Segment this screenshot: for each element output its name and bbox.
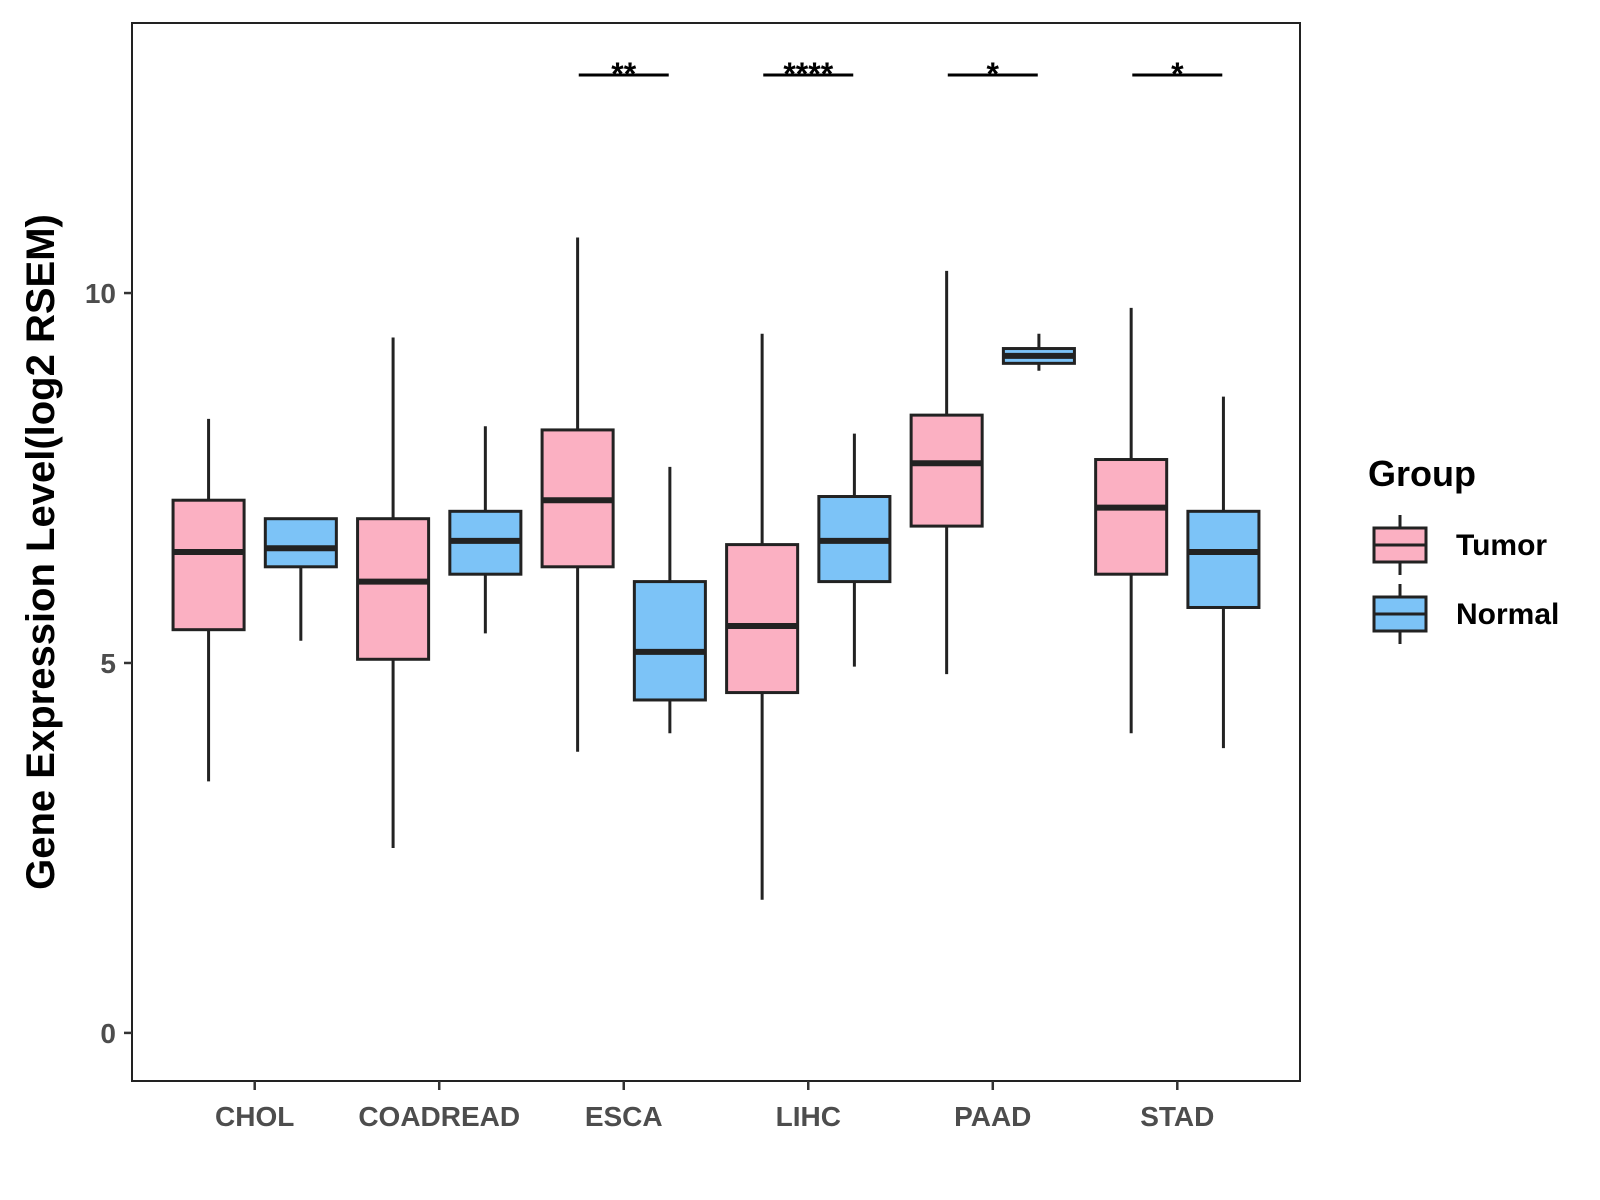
significance-label: ** xyxy=(611,56,636,92)
y-tick-label: 5 xyxy=(100,648,116,679)
box-body xyxy=(632,580,707,702)
box-tumor-stad xyxy=(1094,307,1169,734)
box-normal-paad xyxy=(1001,333,1076,371)
box-body xyxy=(1094,458,1169,576)
box-tumor-lihc xyxy=(725,333,800,900)
box-normal-chol xyxy=(263,517,338,641)
box-tumor-chol xyxy=(171,418,246,782)
legend-key-tumor xyxy=(1372,515,1428,575)
x-tick-label: STAD xyxy=(1140,1101,1214,1132)
box-normal-coadread xyxy=(448,426,523,634)
significance-annotations: ** **** * * xyxy=(578,56,1223,92)
y-tick-label: 10 xyxy=(85,278,116,309)
box-normal-esca xyxy=(632,466,707,734)
box-body xyxy=(1186,509,1261,609)
box-tumor-coadread xyxy=(356,337,431,848)
x-tick-label: PAAD xyxy=(954,1101,1031,1132)
x-axis: CHOL COADREAD ESCA LIHC PAAD STAD xyxy=(215,1081,1214,1132)
box-body xyxy=(725,543,800,695)
box-normal-stad xyxy=(1186,396,1261,749)
significance-label: * xyxy=(1171,56,1184,92)
y-axis-label: Gene Expression Level(log2 RSEM) xyxy=(19,214,63,890)
x-tick-label: LIHC xyxy=(776,1101,841,1132)
box-normal-lihc xyxy=(817,433,892,667)
x-tick-label: COADREAD xyxy=(358,1101,520,1132)
x-tick-label: ESCA xyxy=(585,1101,663,1132)
x-tick-label: CHOL xyxy=(215,1101,294,1132)
legend-label-tumor: Tumor xyxy=(1456,529,1547,562)
legend-title: Group xyxy=(1368,453,1476,494)
box-body xyxy=(171,498,246,632)
legend-key-normal xyxy=(1372,584,1428,644)
box-series xyxy=(171,237,1261,900)
box-tumor-paad xyxy=(909,270,984,675)
box-body xyxy=(263,517,338,569)
y-axis: 0 5 10 xyxy=(85,278,132,1049)
y-tick-label: 0 xyxy=(100,1018,116,1049)
significance-label: **** xyxy=(783,56,833,92)
significance-label: * xyxy=(987,56,1000,92)
box-body xyxy=(356,517,431,661)
box-tumor-esca xyxy=(540,237,615,752)
legend: Group Tumor Normal xyxy=(1368,453,1559,644)
box-body xyxy=(909,413,984,528)
legend-label-normal: Normal xyxy=(1456,598,1559,631)
